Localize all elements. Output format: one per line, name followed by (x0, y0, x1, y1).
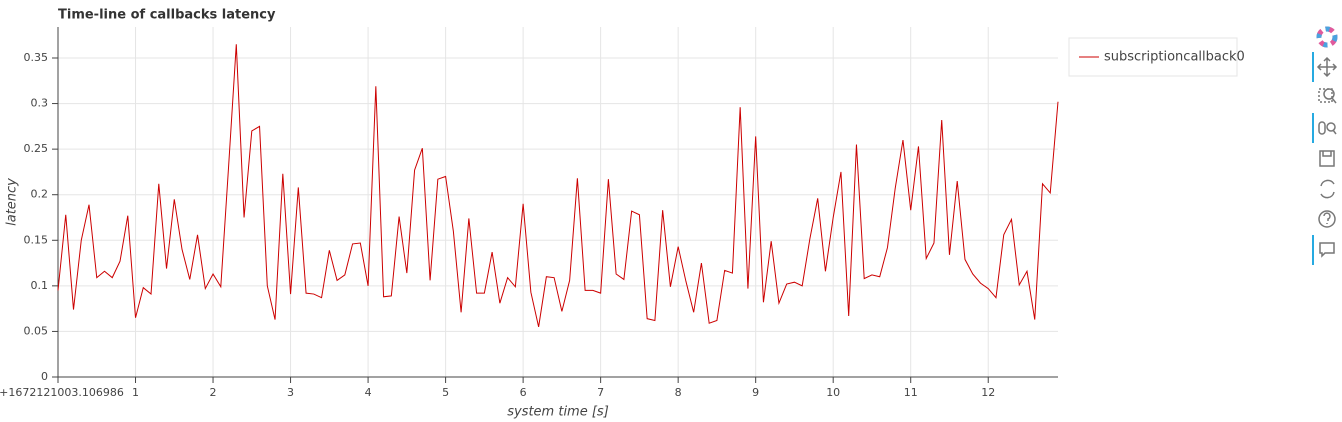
box-zoom-tool[interactable] (1318, 88, 1337, 104)
y-tick-label: 0.15 (24, 233, 49, 246)
y-tick-label: 0.05 (24, 324, 49, 337)
series-line (57, 44, 1059, 327)
y-tick-label: 0 (41, 370, 48, 383)
grid (57, 27, 1058, 378)
x-tick-label: 12 (981, 386, 995, 399)
y-tick-label: 0.3 (31, 97, 49, 110)
hover-tool[interactable] (1312, 235, 1335, 265)
x-tick-label: 8 (675, 386, 682, 399)
wheel-zoom-tool[interactable] (1312, 113, 1337, 143)
x-tick-label: 0+1672121003.106986 (0, 386, 124, 399)
y-axis-label: latency (5, 178, 20, 226)
x-tick-label: 1 (132, 386, 139, 399)
legend-label: subscriptioncallback0 (1104, 50, 1245, 65)
x-tick-label: 4 (365, 386, 372, 399)
toolbar (1312, 26, 1338, 265)
x-tick-label: 10 (826, 386, 840, 399)
y-tick-label: 0.35 (24, 51, 49, 64)
bokeh-logo[interactable] (1316, 26, 1338, 48)
y-tick-label: 0.2 (31, 188, 49, 201)
x-tick-label: 9 (752, 386, 759, 399)
chart-title: Time-line of callbacks latency (58, 8, 276, 23)
help-tool[interactable] (1318, 210, 1336, 228)
save-tool[interactable] (1319, 150, 1335, 167)
x-tick-label: 5 (442, 386, 449, 399)
x-tick-label: 7 (597, 386, 604, 399)
y-tick-label: 0.25 (24, 142, 49, 155)
x-axis-label: system time [s] (507, 405, 609, 420)
x-tick-label: 6 (520, 386, 527, 399)
reset-tool[interactable] (1320, 179, 1335, 199)
pan-tool[interactable] (1312, 52, 1338, 82)
x-tick-label: 2 (210, 386, 217, 399)
x-tick-label: 3 (287, 386, 294, 399)
x-tick-label: 11 (904, 386, 918, 399)
y-tick-label: 0.1 (31, 279, 49, 292)
